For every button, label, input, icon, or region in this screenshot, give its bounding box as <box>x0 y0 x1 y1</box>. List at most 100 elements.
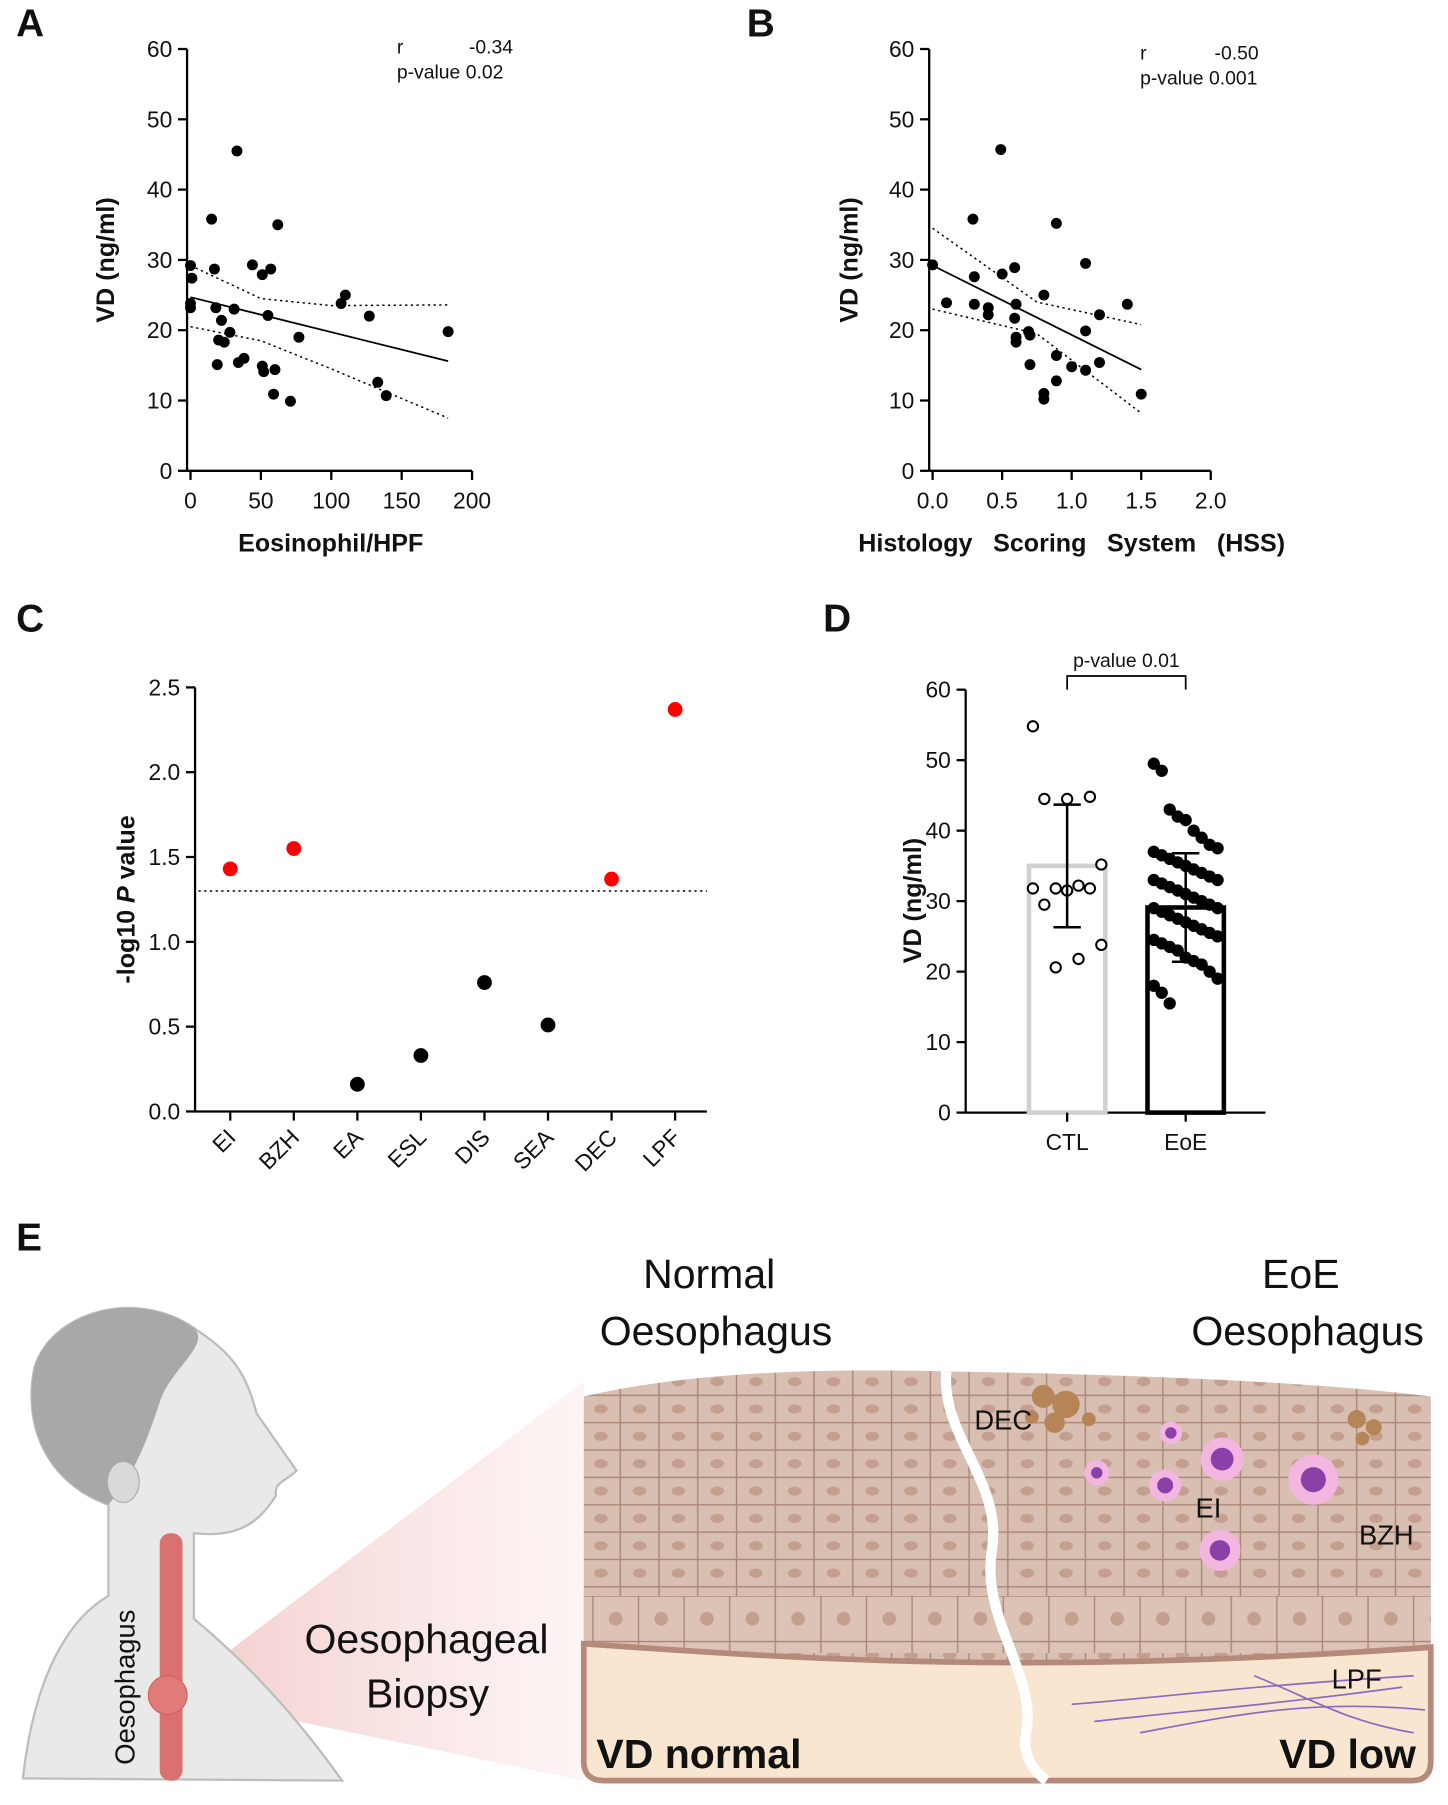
y-tick-label: 2.5 <box>149 674 181 700</box>
point <box>363 310 375 322</box>
illustration <box>21 1306 1434 1785</box>
panel-letter: A <box>16 2 44 45</box>
cell-label: LPF <box>1332 1663 1382 1694</box>
stat-value: -0.34 <box>469 37 513 59</box>
x-tick-label: SEA <box>508 1123 559 1174</box>
point <box>1072 879 1085 892</box>
ci-upper <box>190 264 449 307</box>
point <box>224 326 236 338</box>
stat-label: r <box>397 37 404 59</box>
point <box>1038 393 1050 405</box>
point <box>413 1048 429 1063</box>
point <box>477 975 492 990</box>
organ-label: Oesophagus <box>110 1610 141 1765</box>
point <box>1009 262 1021 274</box>
x-tick-label: 1.0 <box>1056 487 1088 513</box>
y-tick-label: 40 <box>926 818 951 844</box>
biopsy-label: Biopsy <box>366 1671 490 1717</box>
point <box>1155 986 1168 999</box>
x-axis-label: Eosinophil/HPF <box>238 530 423 558</box>
stat-value: -0.50 <box>1215 42 1259 64</box>
y-axis-label-part: P <box>113 886 141 903</box>
point <box>1211 972 1224 985</box>
point <box>265 263 277 275</box>
x-tick-label: 50 <box>248 487 273 513</box>
point <box>246 259 258 271</box>
oesophagus-tube <box>159 1533 183 1781</box>
point <box>968 298 980 310</box>
cell-label: BZH <box>1359 1520 1414 1551</box>
point <box>1050 217 1062 229</box>
y-tick-label: 0.0 <box>149 1098 181 1124</box>
point <box>231 145 243 157</box>
point <box>222 861 238 877</box>
x-tick-label: BZH <box>254 1124 305 1175</box>
y-tick-label: 30 <box>147 247 172 273</box>
point <box>1163 997 1176 1010</box>
x-tick-label: CTL <box>1046 1129 1089 1155</box>
eoe-title: EoE <box>1262 1251 1340 1297</box>
panel-a: A 0 10 20 30 40 50 60 0 50 100 150 200 VD (ng/ml) Eosi… <box>16 2 513 557</box>
point <box>1038 898 1051 911</box>
lamina-propria <box>580 1640 1434 1784</box>
y-tick-label: 20 <box>926 959 951 985</box>
panel-letter: D <box>823 598 851 641</box>
stat-label: r <box>1140 42 1147 64</box>
y-tick-label: 2.0 <box>149 759 181 785</box>
ci-upper <box>932 227 1142 326</box>
point <box>1010 336 1022 348</box>
ci-lower <box>932 308 1142 414</box>
point <box>1026 720 1040 733</box>
y-axis-label: VD (ng/ml) <box>835 197 863 322</box>
normal-title: Normal <box>643 1251 775 1297</box>
point <box>211 359 223 371</box>
y-tick-label: 0 <box>160 458 173 484</box>
point <box>1121 298 1133 310</box>
y-axis-label: VD (ng/ml) <box>899 838 927 963</box>
point <box>1187 824 1200 837</box>
point <box>1211 902 1224 915</box>
panel-letter: E <box>16 1217 42 1260</box>
panel-b: B 0 10 20 30 40 50 60 0.0 0.5 1.0 1.5 2.0 VD (ng/ml) H… <box>747 2 1285 557</box>
x-axis-label: Histology Scoring System (HSS) <box>858 530 1285 558</box>
point <box>1050 375 1062 387</box>
x-tick-label: 2.0 <box>1195 487 1227 513</box>
point <box>968 271 980 283</box>
y-tick-label: 10 <box>889 387 914 413</box>
point <box>1195 831 1208 844</box>
point <box>210 302 222 314</box>
point <box>218 336 230 348</box>
vd-label: VD normal <box>596 1731 801 1777</box>
y-tick-label: 10 <box>926 1029 951 1055</box>
panel-letter: C <box>16 598 44 641</box>
y-axis-label: -log10 Pvalue <box>113 815 141 983</box>
point <box>186 272 198 284</box>
divider <box>940 1370 1050 1785</box>
point <box>380 390 392 402</box>
y-tick-label: 50 <box>147 106 172 132</box>
point <box>1080 325 1092 337</box>
point <box>1171 944 1184 957</box>
x-tick-label: 150 <box>383 487 421 513</box>
eoe-title: Oesophagus <box>1191 1308 1424 1354</box>
point <box>1179 813 1192 827</box>
x-tick-label: 100 <box>312 487 350 513</box>
point <box>1009 312 1021 324</box>
point <box>1083 790 1097 803</box>
y-tick-label: 1.5 <box>149 844 181 870</box>
point <box>1155 764 1168 777</box>
point <box>256 269 268 281</box>
significance-bracket <box>1066 675 1187 690</box>
y-axis-label: VD (ng/ml) <box>92 197 120 322</box>
y-tick-label: 50 <box>926 747 951 773</box>
y-tick-label: 1.0 <box>149 929 181 955</box>
point <box>185 260 196 272</box>
x-tick-label: DIS <box>450 1124 495 1169</box>
error-bar <box>1172 851 1200 964</box>
cell-label: DEC <box>974 1405 1032 1436</box>
panel-letter: B <box>747 2 775 45</box>
biopsy-site <box>147 1675 188 1716</box>
point <box>286 841 302 856</box>
y-tick-label: 20 <box>889 317 914 343</box>
normal-title: Oesophagus <box>600 1308 833 1354</box>
